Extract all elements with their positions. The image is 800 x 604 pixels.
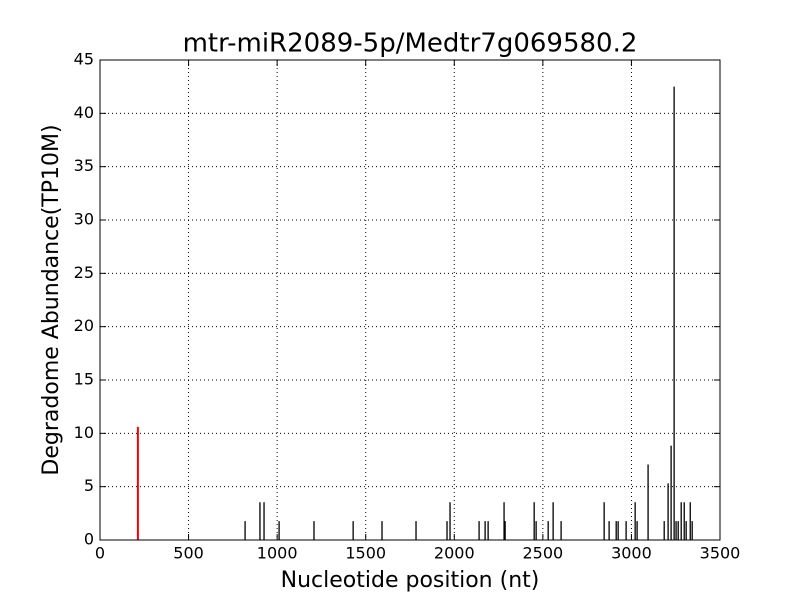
- y-tick-label: 45: [74, 50, 94, 69]
- y-tick-label: 40: [74, 103, 94, 122]
- y-axis-label: Degradome Abundance(TP10M): [39, 124, 64, 475]
- y-tick-label: 30: [74, 210, 94, 229]
- x-axis-label: Nucleotide position (nt): [281, 568, 540, 593]
- x-tick-label: 1000: [257, 544, 298, 563]
- x-tick-label: 500: [173, 544, 204, 563]
- x-tick-label: 3500: [700, 544, 741, 563]
- y-tick-label: 0: [84, 530, 94, 549]
- y-tick-label: 10: [74, 423, 94, 442]
- y-tick-label: 20: [74, 316, 94, 335]
- x-tick-label: 2500: [522, 544, 563, 563]
- x-tick-label: 1500: [345, 544, 386, 563]
- x-tick-label: 2000: [434, 544, 475, 563]
- y-tick-label: 5: [84, 476, 94, 495]
- plot-frame: [99, 59, 721, 541]
- y-tick-label: 15: [74, 370, 94, 389]
- y-tick-label: 25: [74, 263, 94, 282]
- y-tick-label: 35: [74, 156, 94, 175]
- x-tick-label: 3000: [611, 544, 652, 563]
- chart-title: mtr-miR2089-5p/Medtr7g069580.2: [183, 29, 638, 59]
- x-tick-label: 0: [95, 544, 105, 563]
